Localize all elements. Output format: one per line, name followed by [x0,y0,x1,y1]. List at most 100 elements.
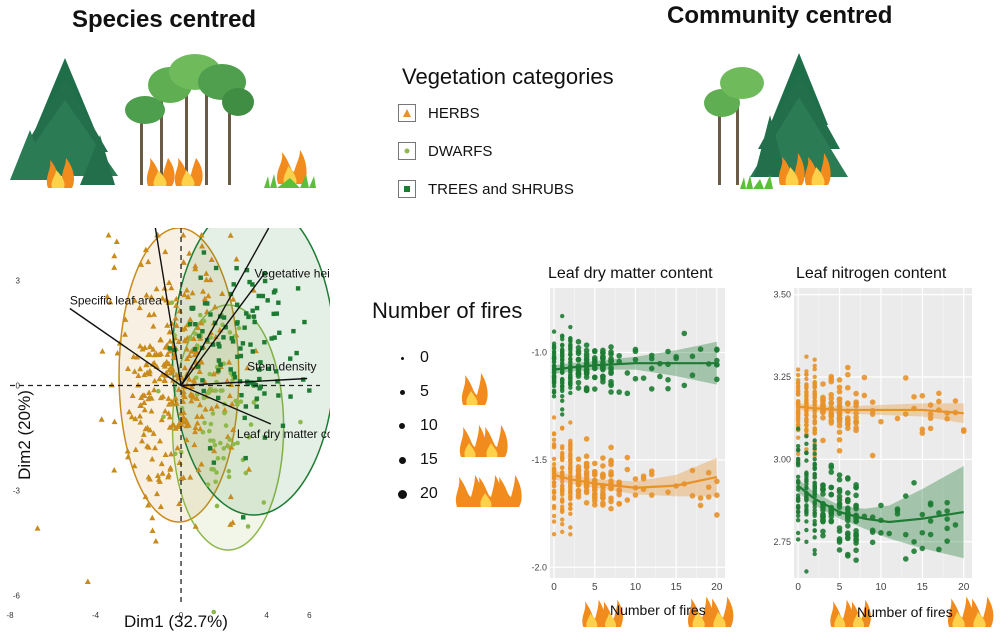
data-point [820,400,826,407]
herb-point [111,418,118,425]
tree-point [265,298,270,303]
herb-point [105,232,112,238]
data-point [568,525,573,530]
herb-point [229,519,236,525]
data-point [665,385,671,392]
data-point [812,462,817,467]
data-point [551,531,557,537]
confidence-band [798,403,964,424]
herb-point [177,418,184,424]
dwarf-point [211,609,217,615]
tree-point [271,311,276,317]
herb-point [167,338,174,344]
data-point [600,455,606,461]
dwarf-point [246,434,252,440]
data-point [551,394,557,399]
data-point [705,494,712,500]
fire-icon [948,596,994,627]
herb-point [227,232,234,238]
data-point [812,528,817,533]
data-point [869,527,876,534]
data-point [568,487,573,493]
tree-point [242,415,247,421]
herb-point [137,419,144,425]
data-point [812,522,817,527]
herb-point [165,401,172,407]
data-point [616,352,622,359]
data-point [919,392,926,399]
dwarf-point [248,422,254,427]
herb-point [151,377,158,384]
data-point [812,535,817,540]
fire-icon [740,153,831,189]
data-point [568,376,573,381]
data-point [944,415,950,422]
data-point [648,352,655,359]
data-point [560,498,565,504]
herb-point [137,365,144,372]
herb-point [146,351,153,357]
pca-ylabel: Dim2 (20%) [15,390,34,480]
data-point [648,471,655,478]
data-point [575,472,582,479]
herb-point [122,331,129,337]
data-point [560,490,565,496]
herb-point [250,287,257,293]
data-point [812,446,817,451]
y-tick-label: -1.5 [531,455,547,465]
data-point [944,499,950,506]
herb-point [145,258,152,265]
herb-point [155,476,162,482]
herb-point [186,376,193,382]
tree-point [221,335,226,340]
dwarf-point [243,470,249,476]
data-point [795,505,801,510]
herb-point [133,354,140,360]
herb-point [131,368,138,374]
data-point [568,494,573,500]
herb-point [230,296,237,302]
tree-point [254,396,260,401]
data-point [836,399,843,406]
herb-point [150,346,157,352]
data-point [689,493,696,499]
dwarf-point [231,441,236,447]
data-point [551,344,557,350]
fit-line [797,484,964,524]
data-point [560,384,565,390]
herb-point [210,370,217,377]
data-point [820,381,826,387]
herb-point [244,364,251,371]
tree-point [228,367,233,372]
tree-point [200,329,205,334]
x-tick-label: 20 [958,582,970,593]
herb-point [145,395,152,402]
tree-point [201,388,206,394]
data-point [952,522,959,528]
data-point [804,428,809,434]
conifer-tree-icon [10,58,118,185]
herb-point [208,256,215,262]
data-point [886,530,893,537]
data-point [714,492,720,499]
herb-point [170,422,177,428]
herb-point [201,378,208,385]
herb-point [203,276,210,283]
data-point [820,482,826,489]
tree-point [288,394,293,399]
dwarf-point [211,438,216,444]
data-point [836,472,843,478]
data-point [804,519,809,524]
herb-point [164,351,171,357]
tree-point [273,369,279,374]
fires-size-label: 0 [420,349,429,366]
data-point [902,493,909,499]
herb-point [152,444,159,451]
data-point [902,556,909,562]
illustration-species [10,54,316,188]
herb-point [185,293,192,300]
tree-point [196,333,202,339]
tree-point [257,376,262,382]
herb-point [131,297,138,303]
x-tick-label: 15 [917,582,929,593]
